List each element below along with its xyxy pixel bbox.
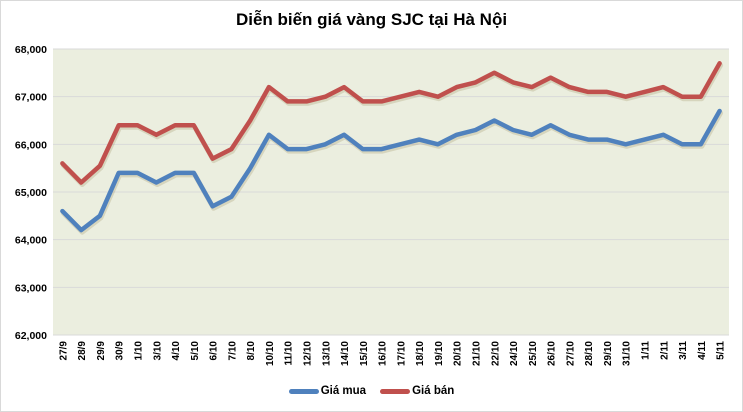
x-tick-label: 26/10 xyxy=(547,341,558,366)
x-tick-label: 29/10 xyxy=(603,341,614,366)
x-tick-label: 25/10 xyxy=(528,341,539,366)
x-tick-label: 7/10 xyxy=(227,341,238,361)
chart-title: Diễn biến giá vàng SJC tại Hà Nội xyxy=(235,10,508,29)
x-tick-label: 13/10 xyxy=(321,341,332,366)
x-tick-label: 30/9 xyxy=(115,341,126,361)
x-tick-label: 17/10 xyxy=(396,341,407,366)
x-tick-label: 20/10 xyxy=(453,341,464,366)
x-tick-label: 16/10 xyxy=(378,341,389,366)
x-tick-label: 31/10 xyxy=(622,341,633,366)
x-tick-label: 27/10 xyxy=(565,341,576,366)
legend-label-sell: Giá bán xyxy=(412,385,455,397)
y-tick-label: 62,000 xyxy=(15,330,47,342)
legend-swatch-buy xyxy=(288,388,319,394)
x-tick-label: 1/11 xyxy=(641,341,652,360)
x-tick-label: 21/10 xyxy=(472,341,483,366)
legend-swatch-sell xyxy=(380,388,411,394)
x-tick-label: 27/9 xyxy=(58,341,69,361)
y-tick-label: 66,000 xyxy=(15,139,47,151)
x-tick-label: 8/10 xyxy=(246,341,257,361)
x-tick-label: 5/11 xyxy=(716,341,727,360)
x-tick-label: 6/10 xyxy=(209,341,220,361)
x-tick-label: 4/10 xyxy=(171,341,182,361)
x-tick-label: 4/11 xyxy=(697,341,708,360)
x-tick-label: 19/10 xyxy=(434,341,445,366)
x-tick-label: 5/10 xyxy=(190,341,201,361)
y-tick-label: 63,000 xyxy=(15,282,47,294)
y-tick-label: 68,000 xyxy=(15,44,47,56)
y-tick-label: 65,000 xyxy=(15,187,47,199)
x-tick-label: 3/10 xyxy=(152,341,163,361)
x-tick-label: 10/10 xyxy=(265,341,276,366)
x-tick-label: 22/10 xyxy=(490,341,501,366)
series-line-buy xyxy=(60,108,722,233)
x-tick-label: 12/10 xyxy=(303,341,314,366)
x-tick-label: 14/10 xyxy=(340,341,351,366)
y-tick-label: 64,000 xyxy=(15,235,47,247)
x-tick-label: 18/10 xyxy=(415,341,426,366)
x-tick-label: 28/9 xyxy=(77,341,88,361)
x-tick-label: 29/9 xyxy=(96,341,107,361)
x-tick-label: 28/10 xyxy=(584,341,595,366)
x-tick-label: 24/10 xyxy=(509,341,520,366)
x-tick-label: 1/10 xyxy=(134,341,145,361)
x-tick-label: 11/10 xyxy=(284,341,295,366)
legend-item-sell: Giá bán xyxy=(380,385,454,397)
legend: Giá mua Giá bán xyxy=(0,385,743,397)
legend-item-buy: Giá mua xyxy=(288,385,367,397)
series-line-sell xyxy=(60,61,722,185)
y-tick-label: 67,000 xyxy=(15,92,47,104)
x-tick-label: 15/10 xyxy=(359,341,370,366)
x-tick-label: 3/11 xyxy=(678,341,689,360)
x-tick-label: 2/11 xyxy=(659,341,670,360)
legend-label-buy: Giá mua xyxy=(320,385,367,397)
